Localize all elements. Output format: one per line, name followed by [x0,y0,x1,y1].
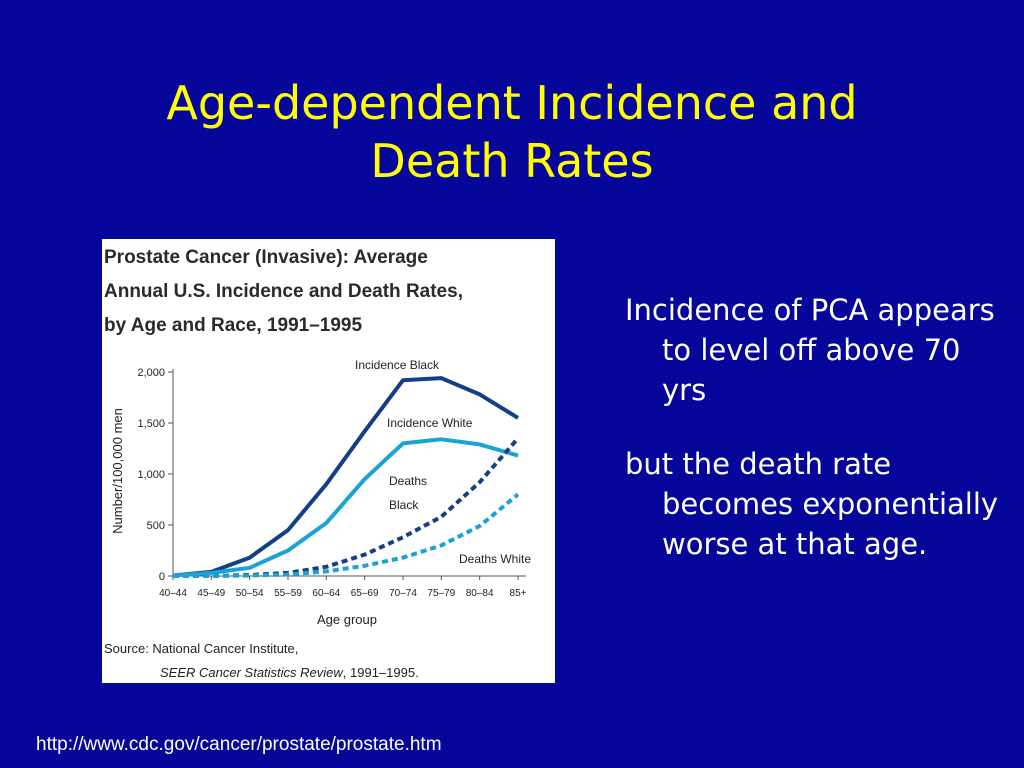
slide-title-line2: Death Rates [370,134,654,188]
bullet-item-death-rate: but the death rate becomes exponentially… [625,447,999,561]
chart-source-line2: SEER Cancer Statistics Review, 1991–1995… [160,665,419,680]
series-line-deaths-white [173,492,520,578]
source-url[interactable]: http://www.cdc.gov/cancer/prostate/prost… [36,734,442,755]
y-tick-label: 500 [147,520,165,532]
chart-svg: Prostate Cancer (Invasive): Average Annu… [104,247,531,680]
chart-y-axis-label: Number/100,000 men [110,408,125,534]
x-tick-label: 75–79 [427,588,455,599]
slide-title-line1: Age-dependent Incidence and [166,76,858,130]
plot-area: 0 500 1,000 1,500 2,000 40–44 45–49 50–54 55–59 6… [137,358,531,599]
series-line-incidence-white [172,437,519,578]
x-tick-label: 85+ [510,588,527,599]
series-label: Incidence White [387,416,473,430]
x-tick-label: 45–49 [197,588,225,599]
x-tick-label: 55–59 [274,588,302,599]
chart-source-line1: Source: National Cancer Institute, [104,641,298,656]
chart-source-publication: SEER Cancer Statistics Review [160,665,344,680]
series-label: Deaths White [459,552,531,566]
chart-title-line3: by Age and Race, 1991–1995 [104,315,362,336]
x-tick-label: 80–84 [466,588,494,599]
chart-panel: Prostate Cancer (Invasive): Average Annu… [102,239,555,683]
chart-x-axis-label: Age group [317,612,377,627]
bullet-list: Incidence of PCA appears to level off ab… [625,290,1005,598]
y-tick-label: 1,500 [137,418,165,430]
series-label: Black [389,498,419,512]
y-tick-label: 1,000 [137,469,165,481]
bullet-item-incidence: Incidence of PCA appears to level off ab… [625,293,995,407]
y-tick-label: 2,000 [137,367,165,379]
x-tick-label: 70–74 [389,588,417,599]
series-label: Deaths [389,474,427,488]
chart-title-line2: Annual U.S. Incidence and Death Rates, [104,281,463,302]
chart-title-line1: Prostate Cancer (Invasive): Average [104,247,428,268]
series-label: Incidence Black [355,358,440,372]
x-tick-label: 40–44 [159,588,187,599]
slide-title: Age-dependent Incidence and Death Rates [60,74,964,190]
x-tick-label: 60–64 [312,588,340,599]
series-line-incidence-black [172,376,520,578]
x-tick-label: 65–69 [351,588,379,599]
x-tick-label: 50–54 [236,588,264,599]
series-line-deaths-black [173,436,520,578]
chart-source-years: , 1991–1995. [343,665,419,680]
y-tick-label: 0 [159,571,165,583]
